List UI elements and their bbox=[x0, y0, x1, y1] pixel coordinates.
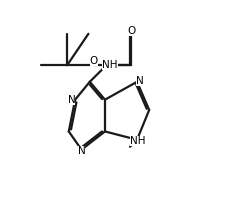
Text: O: O bbox=[90, 56, 98, 66]
Text: N: N bbox=[78, 146, 85, 156]
Text: NH: NH bbox=[130, 136, 146, 146]
Text: N: N bbox=[136, 76, 144, 86]
Text: NH: NH bbox=[102, 60, 118, 70]
Text: N: N bbox=[68, 95, 76, 105]
Text: O: O bbox=[127, 26, 135, 36]
